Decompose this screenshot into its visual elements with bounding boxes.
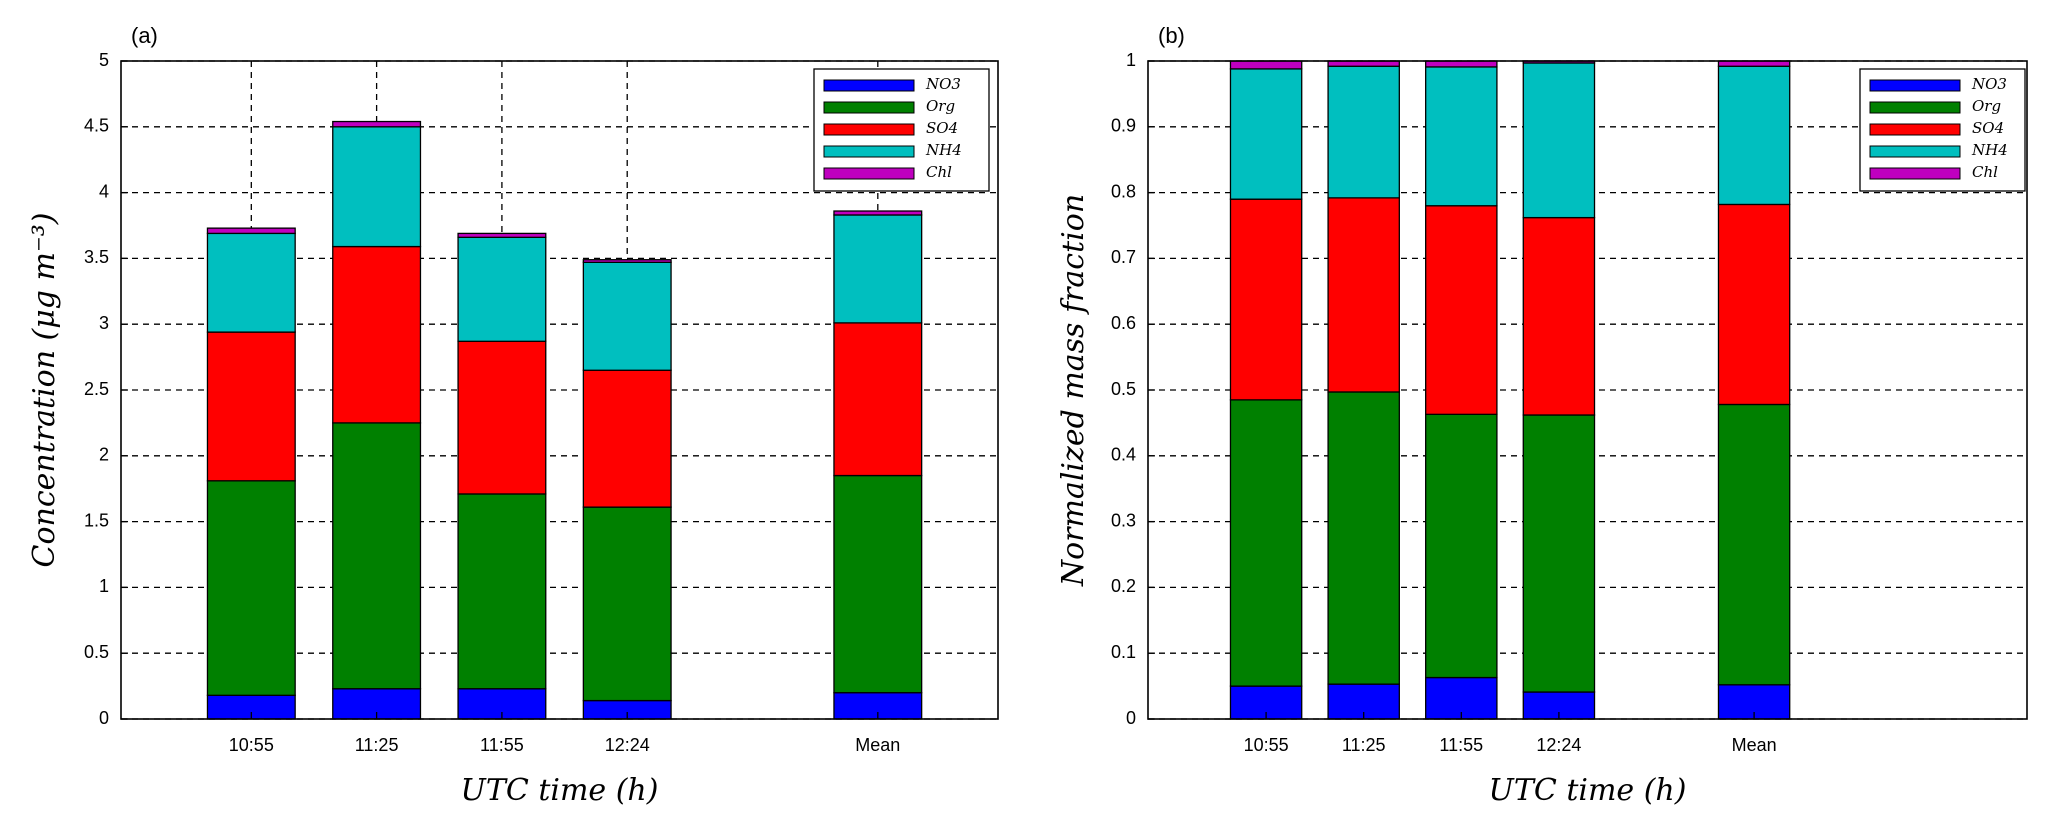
y-tick-label: 5 xyxy=(99,50,109,70)
plot-frame xyxy=(1147,60,2028,720)
x-tick-label: 10:55 xyxy=(229,735,274,755)
y-tick-label: 0.7 xyxy=(1111,247,1136,267)
bar-segment xyxy=(1717,65,1791,206)
bar-segment xyxy=(833,322,923,477)
y-tick-label: 0.9 xyxy=(1111,116,1136,136)
bar-segment xyxy=(1425,60,1498,68)
y-tick-label: 3 xyxy=(99,313,109,333)
y-tick-label: 4 xyxy=(99,181,109,201)
legend-label: Chl xyxy=(1972,163,1998,181)
y-tick-label: 2.5 xyxy=(84,379,109,399)
legend-label: NH4 xyxy=(1971,141,2008,159)
x-axis-label: UTC time (h) xyxy=(461,773,659,808)
bar-segment xyxy=(1717,403,1791,686)
bar-segment xyxy=(1229,198,1303,401)
x-tick-label: 11:25 xyxy=(1342,735,1386,755)
bar-segment xyxy=(1425,205,1498,415)
y-tick-label: 2 xyxy=(99,445,109,465)
panel-label: (b) xyxy=(1158,23,1185,48)
y-tick-label: 0.5 xyxy=(84,642,109,662)
x-tick-label: 10:55 xyxy=(1244,735,1289,755)
bar-segment xyxy=(1425,413,1498,679)
legend-swatch xyxy=(823,167,915,180)
bar-segment xyxy=(206,331,296,482)
bar-segment xyxy=(332,120,422,128)
y-tick-label: 0.4 xyxy=(1111,445,1136,465)
legend-label: Org xyxy=(1972,97,2001,115)
bar-segment xyxy=(1522,216,1596,416)
legend-swatch xyxy=(1869,123,1961,136)
bar-segment xyxy=(1327,197,1400,393)
legend-label: NH4 xyxy=(925,141,962,159)
bar-segment xyxy=(332,245,422,424)
legend-label: NO3 xyxy=(925,75,961,93)
y-tick-label: 0.5 xyxy=(1111,379,1136,399)
x-tick-label: 11:25 xyxy=(355,735,399,755)
bar-segment xyxy=(206,480,296,696)
bar-segment xyxy=(582,259,672,263)
bar-segment xyxy=(1522,62,1596,219)
y-tick-label: 0 xyxy=(99,708,109,728)
legend-label: Chl xyxy=(926,163,952,181)
y-tick-label: 0.8 xyxy=(1111,181,1136,201)
bar-segment xyxy=(332,126,422,248)
bar-segment xyxy=(1327,65,1400,199)
legend-label: SO4 xyxy=(926,119,958,137)
legend-swatch xyxy=(1869,167,1961,180)
legend-swatch xyxy=(823,123,915,136)
legend-swatch xyxy=(1869,101,1961,114)
y-tick-label: 4.5 xyxy=(84,116,109,136)
legend-label: SO4 xyxy=(1972,119,2004,137)
bar-segment xyxy=(582,506,672,702)
legend-swatch xyxy=(823,79,915,92)
y-tick-label: 0.3 xyxy=(1111,510,1136,530)
y-tick-label: 0.6 xyxy=(1111,313,1136,333)
y-tick-label: 0.1 xyxy=(1111,642,1136,662)
x-tick-label: 12:24 xyxy=(1536,735,1581,755)
bar-segment xyxy=(833,214,923,324)
y-tick-label: 1.5 xyxy=(84,510,109,530)
bar-segment xyxy=(457,236,547,342)
bar-segment xyxy=(833,210,923,216)
legend-swatch xyxy=(1869,145,1961,158)
y-tick-label: 0 xyxy=(1126,708,1136,728)
bar-segment xyxy=(1717,203,1791,406)
legend-swatch xyxy=(1869,79,1961,92)
bar-segment xyxy=(457,493,547,690)
x-axis-label: UTC time (h) xyxy=(1489,773,1687,808)
bar-segment xyxy=(1229,60,1303,70)
x-tick-label: Mean xyxy=(855,735,900,755)
y-axis-label: Concentration (μg m⁻³) xyxy=(27,212,62,567)
legend-swatch xyxy=(823,101,915,114)
bar-segment xyxy=(1229,399,1303,687)
y-axis-label: Normalized mass fraction xyxy=(1056,194,1091,587)
bar-segment xyxy=(457,340,547,495)
bar-segment xyxy=(206,227,296,235)
bar-segment xyxy=(1425,66,1498,207)
legend-label: NO3 xyxy=(1971,75,2007,93)
bar-segment xyxy=(1522,414,1596,693)
x-tick-label: 11:55 xyxy=(1439,735,1483,755)
panel-label: (a) xyxy=(131,23,158,48)
x-tick-label: Mean xyxy=(1732,735,1777,755)
y-tick-label: 1 xyxy=(99,576,109,596)
bar-segment xyxy=(833,474,923,694)
y-tick-label: 0.2 xyxy=(1111,576,1136,596)
bar-segment xyxy=(332,422,422,690)
legend-swatch xyxy=(823,145,915,158)
legend-label: Org xyxy=(926,97,955,115)
x-tick-label: 12:24 xyxy=(605,735,650,755)
bar-segment xyxy=(457,232,547,238)
bar-segment xyxy=(582,261,672,371)
bar-segment xyxy=(1327,391,1400,685)
y-tick-label: 1 xyxy=(1126,50,1136,70)
y-tick-label: 3.5 xyxy=(84,247,109,267)
bar-segment xyxy=(582,369,672,508)
x-tick-label: 11:55 xyxy=(480,735,524,755)
plot-frame xyxy=(120,60,999,720)
bar-segment xyxy=(206,232,296,333)
bar-segment xyxy=(1229,68,1303,200)
